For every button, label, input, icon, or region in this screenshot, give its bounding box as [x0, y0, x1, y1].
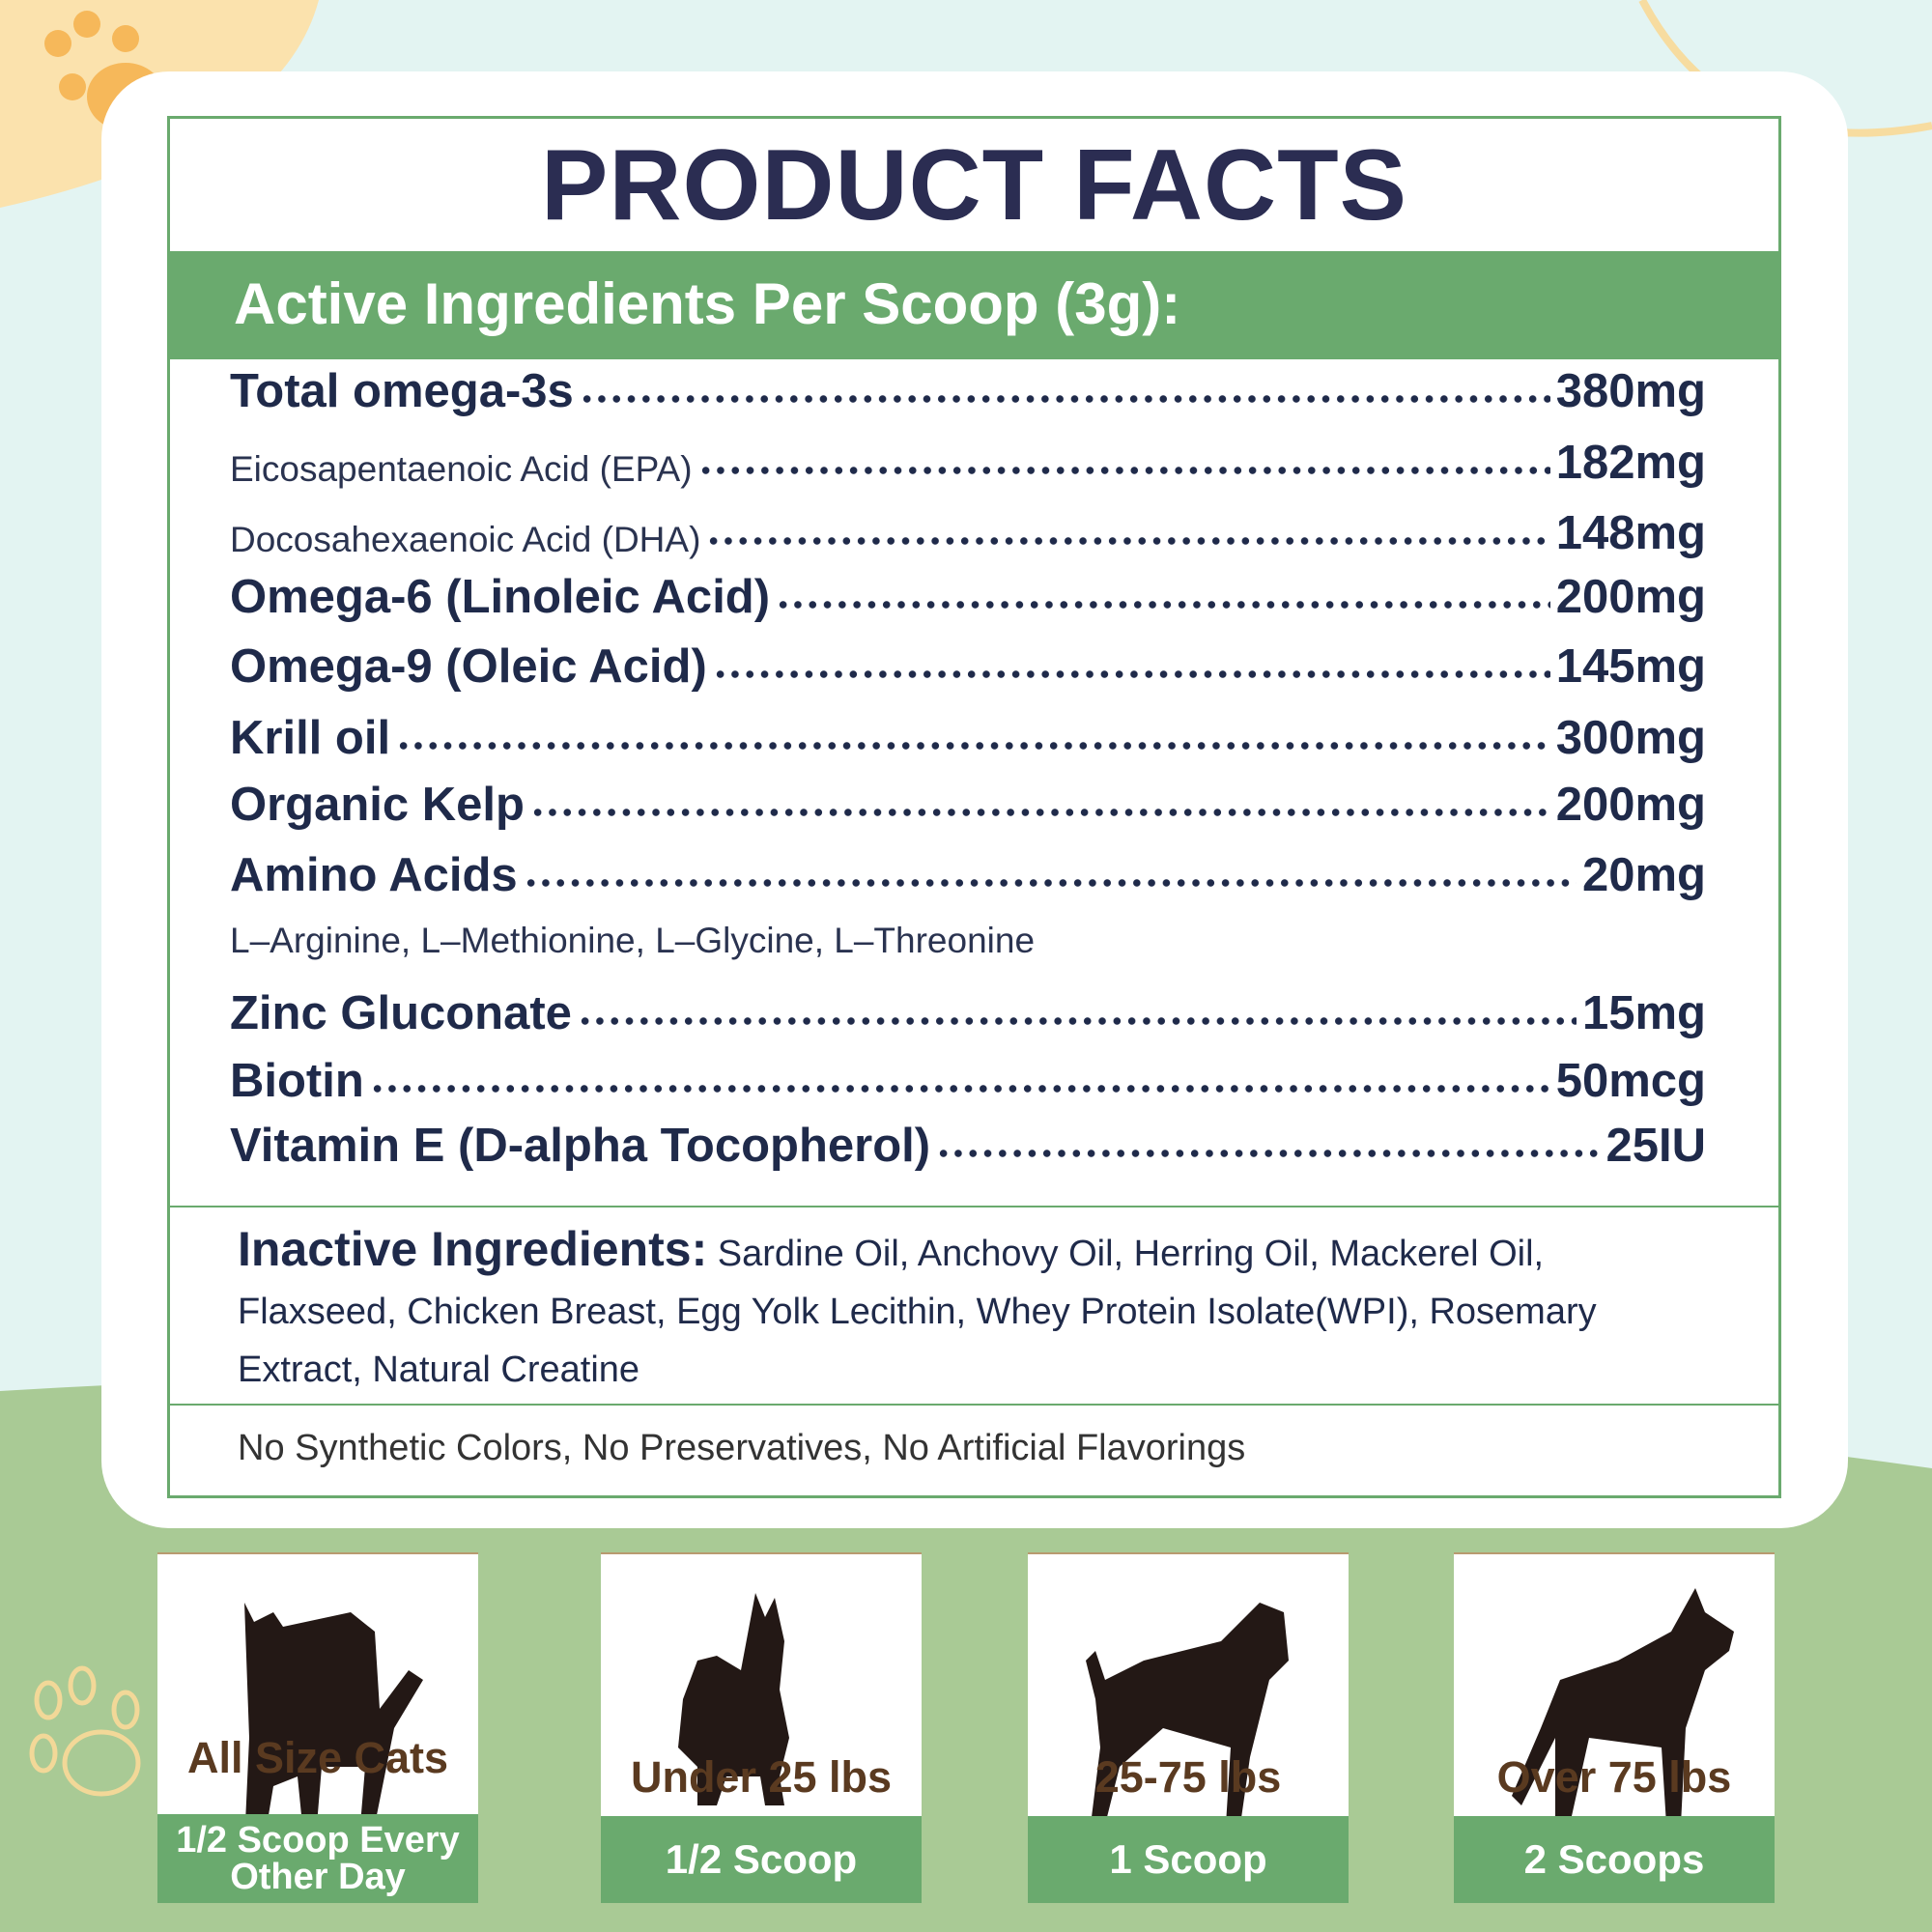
ingredient-name: Omega-9 (Oleic Acid)	[230, 640, 707, 693]
ingredient-name: Zinc Gluconate	[230, 987, 572, 1039]
ingredient-amount: 25IU	[1605, 1120, 1706, 1172]
ingredient-row: Total omega-3s 380mg	[230, 360, 1706, 418]
ingredient-row: Biotin 50mcg	[230, 1050, 1706, 1108]
dot-leader	[706, 531, 1550, 551]
dot-leader	[712, 665, 1550, 684]
medium-dog-icon	[1086, 1603, 1289, 1825]
ingredient-name: Amino Acids	[230, 849, 518, 901]
dot-leader	[936, 1144, 1601, 1163]
dosage-card: Over 75 lbs 2 Scoops	[1454, 1552, 1775, 1903]
ingredient-row: Vitamin E (D-alpha Tocopherol) 25IU	[230, 1115, 1706, 1173]
ingredient-row: Zinc Gluconate 15mg	[230, 982, 1706, 1040]
dot-leader	[579, 389, 1550, 409]
ingredient-amount: 200mg	[1555, 571, 1706, 623]
ingredient-name: Omega-6 (Linoleic Acid)	[230, 571, 771, 623]
ingredient-amount: 20mg	[1581, 849, 1706, 901]
dot-leader	[396, 736, 1550, 755]
ingredient-amount: 15mg	[1581, 987, 1706, 1039]
weight-label: All Size Cats	[186, 1733, 449, 1782]
inactive-label: Inactive Ingredients:	[238, 1222, 708, 1276]
dosage-card: All Size Cats 1/2 Scoop Every Other Day	[157, 1552, 478, 1903]
weight-label: Under 25 lbs	[630, 1752, 893, 1802]
ingredient-name: Eicosapentaenoic Acid (EPA)	[230, 449, 693, 489]
ingredient-amount: 182mg	[1555, 437, 1706, 489]
divider	[170, 1404, 1778, 1406]
ingredient-amount: 145mg	[1555, 640, 1706, 693]
ingredient-name: Total omega-3s	[230, 365, 574, 417]
dose-amount: 1/2 Scoop Every Other Day	[157, 1814, 478, 1903]
dose-amount: 1/2 Scoop	[601, 1816, 922, 1903]
ingredient-row: Omega-6 (Linoleic Acid) 200mg	[230, 566, 1706, 624]
dot-leader	[369, 1079, 1550, 1098]
cat-icon	[244, 1603, 423, 1844]
dot-leader	[523, 873, 1577, 893]
dose-amount: 2 Scoops	[1454, 1816, 1775, 1903]
ingredient-amount: 380mg	[1555, 365, 1706, 417]
ingredient-name: Vitamin E (D-alpha Tocopherol)	[230, 1120, 931, 1172]
inactive-text: Sardine Oil, Anchovy Oil, Herring Oil, M…	[238, 1234, 1597, 1390]
weight-label: Over 75 lbs	[1496, 1752, 1732, 1802]
ingredient-name: Biotin	[230, 1055, 364, 1107]
dot-leader	[776, 595, 1550, 614]
ingredient-row: Organic Kelp 200mg	[230, 774, 1706, 832]
dosage-card: 25-75 lbs 1 Scoop	[1028, 1552, 1349, 1903]
divider	[170, 1206, 1778, 1208]
ingredient-amount: 50mcg	[1555, 1055, 1706, 1107]
ingredient-row: Eicosapentaenoic Acid (EPA) 182mg	[230, 432, 1706, 490]
ingredient-row: Krill oil 300mg	[230, 707, 1706, 765]
ingredient-amount: 300mg	[1555, 712, 1706, 764]
ingredient-row: Amino Acids 20mg	[230, 844, 1706, 902]
weight-label: 25-75 lbs	[1094, 1752, 1282, 1802]
active-ingredients-header: Active Ingredients Per Scoop (3g):	[170, 251, 1778, 359]
large-dog-icon	[1512, 1588, 1734, 1825]
inactive-ingredients: Inactive Ingredients: Sardine Oil, Ancho…	[238, 1220, 1643, 1399]
ingredient-amount: 200mg	[1555, 779, 1706, 831]
ingredient-name: Docosahexaenoic Acid (DHA)	[230, 520, 701, 559]
dosage-card: Under 25 lbs 1/2 Scoop	[601, 1552, 922, 1903]
amino-acids-detail: L–Arginine, L–Methionine, L–Glycine, L–T…	[230, 921, 1036, 960]
ingredient-name: Organic Kelp	[230, 779, 525, 831]
page-title: PRODUCT FACTS	[541, 129, 1407, 242]
paw-outline-icon	[29, 1665, 141, 1797]
small-dog-icon	[678, 1593, 789, 1805]
product-facts-panel: PRODUCT FACTS Active Ingredients Per Sco…	[167, 116, 1781, 1498]
dose-amount: 1 Scoop	[1028, 1816, 1349, 1903]
ingredient-name: Krill oil	[230, 712, 391, 764]
dot-leader	[577, 1011, 1577, 1031]
ingredient-amount: 148mg	[1555, 507, 1706, 559]
ingredient-row: Docosahexaenoic Acid (DHA) 148mg	[230, 502, 1706, 560]
ingredient-row: Omega-9 (Oleic Acid) 145mg	[230, 636, 1706, 694]
dot-leader	[529, 803, 1550, 822]
free-from-note: No Synthetic Colors, No Preservatives, N…	[238, 1428, 1246, 1468]
dot-leader	[697, 461, 1550, 480]
